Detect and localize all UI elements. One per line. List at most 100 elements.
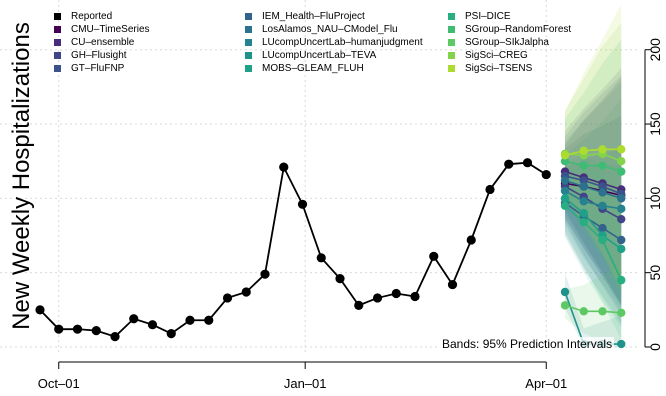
forecast-point-10-0 [560, 157, 570, 166]
legend-label: SGroup–RandomForest [465, 24, 572, 35]
forecast-point-13-0 [560, 151, 570, 160]
legend-column-3: PSI–DICE SGroup–RandomForest SGroup–SIkJal… [448, 10, 571, 75]
legend-swatch [448, 52, 455, 59]
forecast-point-4-2 [598, 223, 607, 233]
reported-point-12 [260, 269, 270, 279]
legend-label: CMU–TimeSeries [71, 24, 150, 35]
legend-swatch [245, 26, 252, 33]
reported-point-22 [447, 279, 458, 290]
forecast-point-5-1 [579, 182, 588, 191]
forecast-point-11-0 [560, 301, 570, 310]
legend-label: IEM_Health–FluProject [262, 11, 365, 22]
band-annotation: Bands: 95% Prediction Intervals [440, 337, 615, 351]
forecast-line-13 [564, 148, 622, 157]
band-13 [565, 3, 622, 288]
forecast-point-3-2 [598, 182, 607, 191]
legend-swatch [448, 39, 455, 46]
legend-item: SGroup–SIkJalpha [448, 36, 571, 49]
forecast-line-5 [564, 179, 622, 200]
reported-point-13 [279, 162, 289, 172]
forecast-line-10 [564, 160, 622, 173]
legend-item: SGroup–RandomForest [448, 23, 571, 36]
reported-series [35, 158, 551, 342]
legend-label: PSI–DICE [465, 11, 511, 22]
forecast-point-5-0 [560, 176, 570, 185]
legend-swatch [54, 39, 61, 46]
reported-point-5 [129, 314, 139, 324]
reported-point-2 [72, 324, 83, 334]
forecast-point-9-0 [560, 201, 570, 210]
forecast-point-10-2 [598, 161, 607, 170]
legend-label: MOBS–GLEAM_FLUH [262, 63, 364, 74]
reported-point-1 [54, 324, 64, 334]
reported-point-23 [466, 235, 476, 245]
band-12 [565, 22, 622, 293]
legend-item: CMU–TimeSeries [54, 23, 150, 36]
x-tick-label-1: Jan–01 [284, 376, 327, 391]
legend-item: LUcompUncertLab–humanjudgment [245, 36, 423, 49]
legend-item: LUcompUncertLab–TEVA [245, 49, 423, 62]
reported-point-15 [316, 253, 326, 263]
forecast-point-12-3 [617, 157, 626, 166]
band-7 [565, 273, 622, 347]
forecast-point-11-3 [617, 308, 626, 318]
legend-item: GH–Flusight [54, 49, 150, 62]
forecast-point-11-1 [579, 307, 588, 316]
legend-item: SigSci–CREG [448, 49, 571, 62]
y-tick-label-4: 200 [647, 38, 663, 62]
y-axis-label-box: New Weekly Hospitalizations [0, 0, 44, 352]
legend-label: GH–Flusight [71, 50, 127, 61]
legend-label: SigSci–TSENS [465, 63, 533, 74]
legend-column-1: Reported CMU–TimeSeries CU–ensemble GH–Flus… [54, 10, 150, 75]
forecast-point-7-0 [560, 287, 570, 297]
legend-swatch [54, 13, 61, 20]
legend-label: Reported [71, 11, 113, 22]
forecast-line-4 [564, 202, 622, 241]
forecast-point-3-1 [579, 176, 588, 185]
forecast-line-11 [564, 304, 622, 314]
forecast-point-11-2 [598, 307, 607, 316]
legend-label: SigSci–CREG [465, 50, 528, 61]
band-11 [565, 265, 622, 347]
legend-label: LUcompUncertLab–TEVA [262, 50, 377, 61]
axes: Oct–01 Jan–01 Apr–01 0 50 100 150 200 [38, 38, 663, 391]
reported-point-27 [541, 169, 551, 180]
y-axis-label: New Weekly Hospitalizations [8, 22, 35, 330]
legend-swatch [54, 26, 61, 33]
reported-line [39, 161, 547, 338]
reported-point-4 [110, 331, 120, 342]
reported-point-20 [410, 291, 420, 302]
y-tick-label-0: 0 [647, 343, 663, 351]
forecast-point-9-2 [598, 235, 607, 245]
legend-item: IEM_Health–FluProject [245, 10, 423, 23]
legend-swatch [245, 39, 252, 46]
legend-item: GT–FluFNP [54, 62, 150, 75]
forecast-line-1 [564, 170, 622, 191]
reported-point-8 [185, 315, 195, 325]
y-tick-label-2: 100 [647, 186, 663, 210]
forecast-lines [560, 145, 626, 349]
forecast-point-5-2 [598, 188, 607, 197]
forecast-line-3 [564, 175, 622, 195]
reported-point-7 [166, 329, 176, 339]
forecast-point-8-1 [579, 209, 588, 218]
forecast-point-6-0 [560, 186, 570, 196]
reported-point-25 [504, 159, 514, 169]
forecast-point-8-0 [560, 194, 570, 203]
legend-item: CU–ensemble [54, 36, 150, 49]
forecast-point-4-3 [617, 235, 626, 245]
forecast-point-6-3 [617, 204, 626, 213]
legend-item: Reported [54, 10, 150, 23]
band-10 [565, 39, 622, 297]
legend-item: SigSci–TSENS [448, 62, 571, 75]
legend-label: CU–ensemble [71, 37, 135, 48]
x-tick-label-2: Apr–01 [525, 376, 567, 391]
forecast-point-6-2 [598, 201, 607, 210]
legend-swatch [54, 52, 61, 59]
reported-point-11 [241, 287, 251, 297]
forecast-point-9-1 [579, 217, 588, 227]
legend-item: PSI–DICE [448, 10, 571, 23]
forecast-line-8 [564, 197, 622, 250]
legend-column-2: IEM_Health–FluProject LosAlamos_NAU–CMode… [245, 10, 423, 75]
